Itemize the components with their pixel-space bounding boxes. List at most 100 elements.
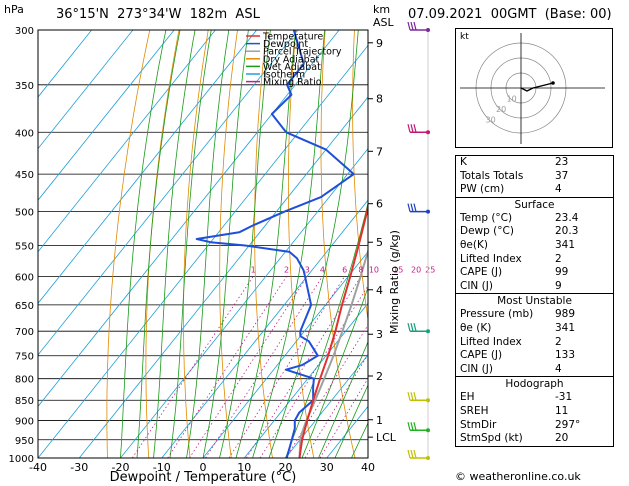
mixing-ratio-line xyxy=(259,285,368,458)
copyright-footer[interactable]: © weatheronline.co.uk xyxy=(455,470,581,483)
index-row: Pressure (mb) 989 xyxy=(456,308,613,322)
mixing-ratio-label: 6 xyxy=(342,265,347,274)
height-tick-label: 5 xyxy=(376,236,383,249)
isotherm-line xyxy=(38,44,368,458)
mixing-ratio-line xyxy=(131,276,254,458)
legend-label: Mixing Ratio xyxy=(263,77,322,88)
km-unit-label: km xyxy=(373,3,391,16)
index-row: Totals Totals 37 xyxy=(456,170,613,184)
height-tick-label: 9 xyxy=(376,37,383,50)
hodograph-endpoint xyxy=(551,81,555,85)
surface-section: Surface Temp (°C) 23.4 Dewp (°C) 20.3 θe(K) 3… xyxy=(456,196,613,294)
dry-adiabat-line xyxy=(145,30,180,458)
height-tick-label: 2 xyxy=(376,370,383,383)
index-value: 37 xyxy=(555,169,569,182)
wind-barb-dot xyxy=(426,398,430,403)
isotherm-line xyxy=(161,199,368,458)
pressure-tick-label: 900 xyxy=(15,417,34,428)
wind-barb-feather xyxy=(410,449,414,459)
index-value: 989 xyxy=(555,308,576,321)
index-label: StmDir xyxy=(460,418,497,431)
index-label: EH xyxy=(460,391,475,404)
wind-barb-feather xyxy=(407,323,411,332)
index-value: 4 xyxy=(555,183,562,196)
mixing-ratio-label: 4 xyxy=(320,265,325,274)
temperature-tick-label: -10 xyxy=(153,461,171,474)
wind-barb-feather xyxy=(413,449,417,459)
index-value: 23 xyxy=(555,156,569,168)
legend-label: Parcel Trajectory xyxy=(263,47,342,58)
index-value: 11 xyxy=(555,404,569,417)
index-row: CIN (J) 4 xyxy=(456,363,613,377)
wind-barb-feather xyxy=(413,124,417,133)
temperature-tick-label: -30 xyxy=(70,461,88,474)
index-label: SREH xyxy=(460,404,489,417)
wet-adiabat-line xyxy=(285,201,368,458)
index-label: Lifted Index xyxy=(460,335,522,348)
index-value: 4 xyxy=(555,362,562,375)
wet-adiabat-line xyxy=(202,30,249,458)
wind-barb-feather xyxy=(413,21,417,31)
wind-barb-feather xyxy=(410,21,414,31)
wind-barb-feather xyxy=(410,422,414,431)
hodograph-ring-label: 30 xyxy=(486,116,496,125)
wet-adiabat-line xyxy=(334,384,368,458)
wind-barb-feather xyxy=(413,203,417,212)
isotherm-line xyxy=(38,30,134,150)
index-value: 9 xyxy=(555,279,562,292)
wind-barb-dot xyxy=(426,28,430,32)
mixing-ratio-label: 25 xyxy=(425,265,435,274)
index-row: Dewp (°C) 20.3 xyxy=(456,225,613,239)
height-tick-label: LCL xyxy=(376,431,397,444)
index-row: EH -31 xyxy=(456,391,613,405)
index-row: K 23 xyxy=(456,156,613,170)
wind-barb-dot xyxy=(426,329,430,334)
legend-label: Temperature xyxy=(262,32,323,43)
wind-barb-feather xyxy=(407,203,411,212)
legend-label: Wet Adiabat xyxy=(263,62,321,73)
hodograph-trace xyxy=(520,82,554,92)
temperature-tick-label: 10 xyxy=(237,461,251,474)
mixing-ratio-axis-title: Mixing Ratio (g/kg) xyxy=(388,230,401,334)
index-table: K 23 Totals Totals 37 PW (cm) 4 Surface Temp … xyxy=(455,155,614,447)
dry-adiabat-line xyxy=(618,30,629,458)
index-value: 20.3 xyxy=(555,225,579,238)
index-value: 297° xyxy=(555,418,581,431)
index-label: Dewp (°C) xyxy=(460,225,514,238)
wind-barb-feather xyxy=(410,124,414,133)
temperature-tick-label: 30 xyxy=(320,461,334,474)
index-row: SREH 11 xyxy=(456,405,613,419)
index-row: PW (cm) 4 xyxy=(456,183,613,197)
height-tick-label: 7 xyxy=(376,145,383,158)
mixing-ratio-label: 3 xyxy=(305,265,310,274)
hodograph-index-section: Hodograph EH -31 SREH 11 StmDir 297° StmSpd (k… xyxy=(456,376,613,445)
hodograph-index-title: Hodograph xyxy=(505,378,564,391)
wind-barb-feather xyxy=(407,124,411,133)
temperature-tick-label: 0 xyxy=(200,461,207,474)
wind-barb-feather xyxy=(407,21,411,31)
pressure-tick-label: 500 xyxy=(15,208,34,219)
index-value: 133 xyxy=(555,349,576,362)
index-row: CIN (J) 9 xyxy=(456,280,613,294)
index-row: Lifted Index 2 xyxy=(456,336,613,350)
wind-barb-feather xyxy=(410,323,414,332)
isotherm-line xyxy=(38,30,257,304)
wind-barb-feather xyxy=(410,203,414,212)
wet-adiabat-line xyxy=(268,30,359,458)
mixing-ratio-label: 20 xyxy=(411,265,421,274)
wet-adiabat-line xyxy=(301,286,368,458)
hodograph-ring-label: 10 xyxy=(507,95,517,104)
pressure-tick-label: 650 xyxy=(15,301,34,312)
temperature-line xyxy=(298,201,368,458)
legend-label: Dry Adiabat xyxy=(263,54,320,65)
mixing-ratio-line xyxy=(304,353,368,458)
wet-adiabat-line xyxy=(186,30,230,458)
legend-label: Dewpoint xyxy=(263,39,308,50)
pressure-tick-label: 1000 xyxy=(9,454,34,465)
pressure-tick-label: 550 xyxy=(15,241,34,252)
index-row: CAPE (J) 99 xyxy=(456,266,613,280)
index-row: Lifted Index 2 xyxy=(456,253,613,267)
height-tick-label: 4 xyxy=(376,284,383,297)
pressure-tick-label: 750 xyxy=(15,352,34,363)
